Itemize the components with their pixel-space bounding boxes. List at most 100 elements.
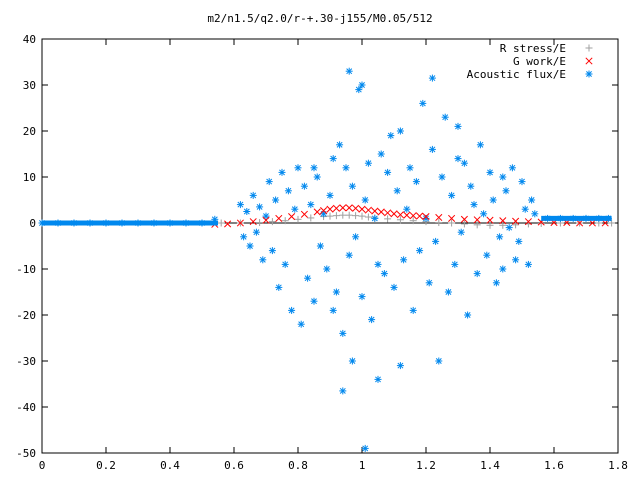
data-point: [480, 210, 488, 218]
y-tick-label: -50: [16, 447, 36, 460]
data-point: [460, 215, 468, 223]
series-star-baseline: [42, 215, 612, 226]
data-point: [236, 219, 244, 227]
x-tick-label: 0.4: [160, 459, 180, 472]
data-point: [259, 256, 267, 264]
data-point: [377, 150, 385, 158]
data-point: [508, 164, 516, 172]
data-point: [310, 297, 318, 305]
data-point: [332, 288, 340, 296]
x-tick-label: 1.6: [544, 459, 564, 472]
data-point: [288, 306, 296, 314]
x-tick-label: 0.6: [224, 459, 244, 472]
data-point: [403, 205, 411, 213]
data-point: [467, 182, 475, 190]
data-point: [435, 357, 443, 365]
data-point: [374, 260, 382, 268]
legend-label: Acoustic flux/E: [467, 68, 566, 81]
data-point: [278, 168, 286, 176]
data-point: [384, 168, 392, 176]
data-point: [451, 260, 459, 268]
data-point: [249, 218, 257, 226]
y-tick-label: -30: [16, 355, 36, 368]
data-point: [304, 274, 312, 282]
data-point: [496, 233, 504, 241]
data-point: [380, 270, 388, 278]
data-point: [320, 207, 328, 215]
data-point: [483, 251, 491, 259]
data-point: [326, 205, 334, 213]
data-point: [470, 201, 478, 209]
data-point: [460, 220, 468, 228]
data-point: [240, 233, 248, 241]
data-point: [262, 212, 270, 220]
data-point: [425, 279, 433, 287]
x-tick-label: 1.8: [608, 459, 628, 472]
data-point: [310, 164, 318, 172]
data-point: [457, 228, 465, 236]
data-point: [358, 293, 366, 301]
data-point: [358, 212, 366, 220]
data-point: [512, 256, 520, 264]
data-point: [368, 316, 376, 324]
data-point: [400, 256, 408, 264]
data-point: [524, 218, 532, 226]
data-point: [345, 251, 353, 259]
data-point: [358, 205, 366, 213]
legend-label: R stress/E: [500, 42, 566, 55]
data-point: [256, 219, 264, 227]
x-tick-label: 0: [39, 459, 46, 472]
series-group: [38, 67, 616, 452]
y-tick-label: 30: [23, 79, 36, 92]
data-point: [448, 219, 456, 227]
data-point: [364, 213, 372, 221]
data-point: [268, 218, 276, 226]
data-point: [438, 173, 446, 181]
data-point: [473, 221, 481, 229]
data-point: [374, 375, 382, 383]
series-star: [38, 67, 612, 452]
data-point: [528, 196, 536, 204]
data-point: [332, 204, 340, 212]
data-point: [499, 217, 507, 225]
data-point: [454, 155, 462, 163]
data-point: [406, 164, 414, 172]
data-point: [249, 191, 257, 199]
data-point: [473, 216, 481, 224]
data-point: [396, 211, 404, 219]
data-point: [492, 279, 500, 287]
data-point: [300, 210, 308, 218]
data-point: [515, 237, 523, 245]
data-point: [256, 203, 264, 211]
y-tick-label: 20: [23, 125, 36, 138]
data-point: [512, 221, 520, 229]
x-tick-label: 0.2: [96, 459, 116, 472]
data-point: [236, 201, 244, 209]
chart-title: m2/n1.5/q2.0/r-+.30-j155/M0.05/512: [207, 12, 432, 25]
data-point: [393, 187, 401, 195]
data-point: [521, 205, 529, 213]
data-point: [524, 260, 532, 268]
data-point: [403, 211, 411, 219]
data-point: [332, 212, 340, 220]
data-point: [409, 306, 417, 314]
data-point: [364, 206, 372, 214]
data-point: [246, 242, 254, 250]
x-tick-label: 1.2: [416, 459, 436, 472]
series-plus: [217, 211, 616, 229]
data-point: [384, 209, 392, 217]
data-point: [294, 215, 302, 223]
data-point: [416, 212, 424, 220]
data-point: [342, 164, 350, 172]
data-point: [396, 127, 404, 135]
data-point: [217, 219, 225, 227]
y-tick-label: -10: [16, 263, 36, 276]
data-point: [441, 113, 449, 121]
y-tick-label: 0: [29, 217, 36, 230]
data-point: [352, 204, 360, 212]
data-point: [531, 210, 539, 218]
data-point: [435, 213, 443, 222]
y-tick-label: 10: [23, 171, 36, 184]
data-point: [464, 311, 472, 319]
